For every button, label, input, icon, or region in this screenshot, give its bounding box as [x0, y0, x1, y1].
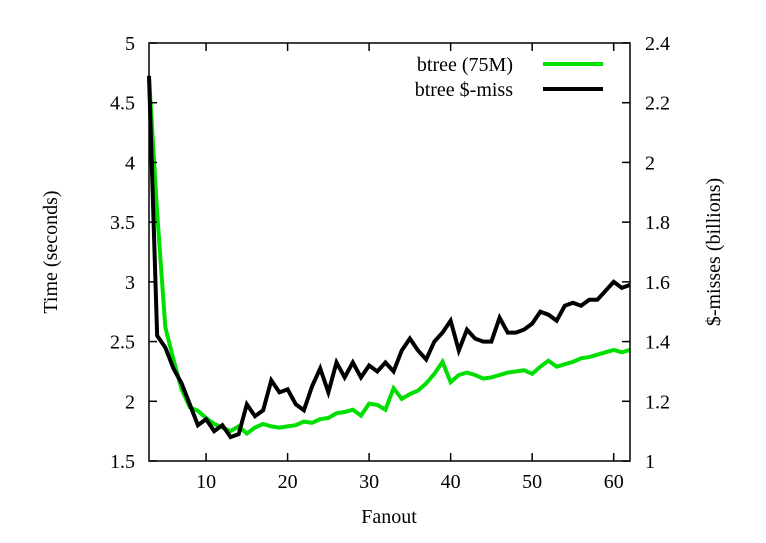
- x-tick-label: 40: [441, 471, 461, 493]
- x-tick-label: 60: [604, 471, 624, 493]
- y-left-tick-label: 4.5: [110, 93, 135, 115]
- x-tick-label: 20: [278, 471, 298, 493]
- y-left-tick-label: 3.5: [110, 212, 135, 234]
- legend-label-1: btree $-miss: [415, 79, 514, 101]
- series-line-1: [147, 75, 631, 440]
- y-left-tick-label: 2.5: [110, 332, 135, 354]
- legend-label-0: btree (75M): [417, 54, 513, 76]
- x-axis-label: Fanout: [361, 506, 417, 528]
- x-tick-label: 30: [359, 471, 379, 493]
- y-left-tick-label: 4: [125, 152, 135, 174]
- x-tick-label: 50: [522, 471, 542, 493]
- y-right-axis-label: $-misses (billions): [703, 178, 725, 326]
- y-left-tick-label: 5: [125, 33, 135, 55]
- series-line-0: [147, 76, 631, 437]
- y-right-tick-label: 1.2: [645, 391, 670, 413]
- y-left-tick-label: 2: [125, 391, 135, 413]
- plot-border: [148, 42, 631, 462]
- y-right-tick-label: 1.4: [645, 332, 670, 354]
- y-right-tick-label: 2.4: [645, 33, 670, 55]
- y-left-axis-label: Time (seconds): [40, 190, 62, 313]
- y-right-tick-label: 1.6: [645, 272, 670, 294]
- y-right-tick-label: 2.2: [645, 93, 670, 115]
- y-right-tick-label: 1.8: [645, 212, 670, 234]
- y-left-tick-label: 3: [125, 272, 135, 294]
- y-right-tick-label: 2: [645, 152, 655, 174]
- x-tick-label: 10: [196, 471, 216, 493]
- y-right-tick-label: 1: [645, 451, 655, 473]
- y-left-tick-label: 1.5: [110, 451, 135, 473]
